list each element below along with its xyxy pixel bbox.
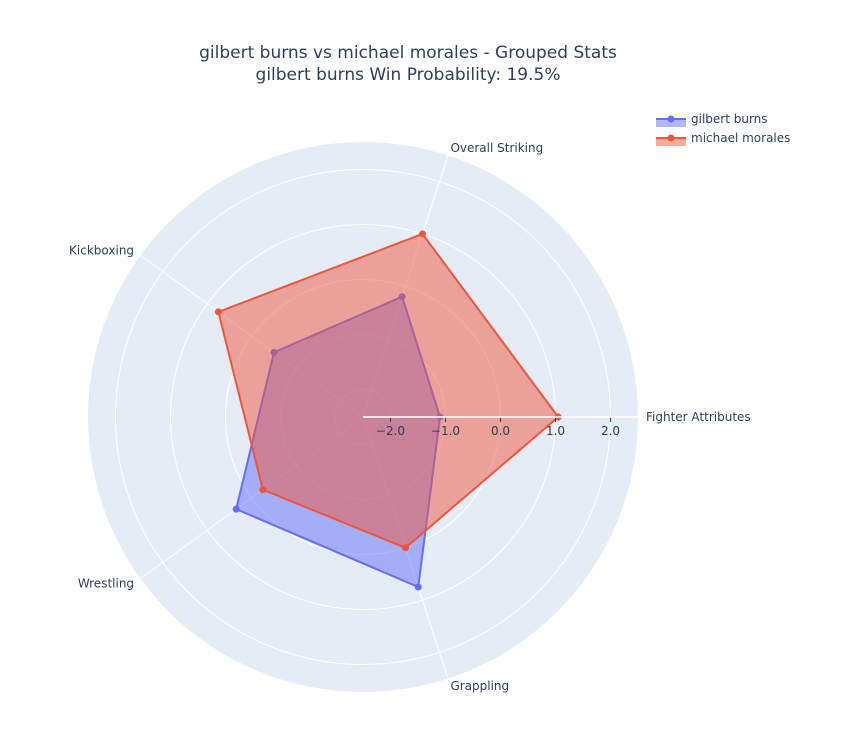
radial-tick-label-1: −1.0 xyxy=(431,424,460,438)
series-0-point-3 xyxy=(232,505,240,513)
series-1-point-2 xyxy=(214,308,222,316)
angular-label-4: Grappling xyxy=(450,679,509,693)
legend-swatch-1 xyxy=(656,138,686,146)
angular-label-2: Kickboxing xyxy=(69,244,134,258)
radial-tick-label-2: 0.0 xyxy=(491,424,510,438)
angular-label-1: Overall Striking xyxy=(450,141,543,155)
series-1-point-1 xyxy=(418,230,426,238)
radial-tick-label-0: −2.0 xyxy=(376,424,405,438)
series-group xyxy=(214,230,562,591)
legend-swatch-0 xyxy=(656,119,686,127)
series-1-point-4 xyxy=(401,544,409,552)
chart-subtitle: gilbert burns Win Probability: 19.5% xyxy=(256,65,561,85)
legend: gilbert burns michael morales xyxy=(656,112,790,146)
chart-title: gilbert burns vs michael morales - Group… xyxy=(199,43,617,63)
angular-labels: Fighter Attributes Overall Striking Kickbo… xyxy=(69,141,751,693)
legend-marker-1 xyxy=(667,134,675,142)
radial-ticks: −2.0 −1.0 0.0 1.0 2.0 xyxy=(363,416,638,438)
angular-label-0: Fighter Attributes xyxy=(646,410,751,424)
legend-marker-0 xyxy=(667,115,675,123)
series-1-point-3 xyxy=(259,486,267,494)
radial-tick-label-4: 2.0 xyxy=(601,424,620,438)
legend-label-1: michael morales xyxy=(691,131,790,145)
radial-tick-label-3: 1.0 xyxy=(546,424,565,438)
legend-label-0: gilbert burns xyxy=(691,112,768,126)
angular-label-3: Wrestling xyxy=(78,576,134,590)
series-0-point-4 xyxy=(414,583,422,591)
series-area-1 xyxy=(217,232,560,549)
